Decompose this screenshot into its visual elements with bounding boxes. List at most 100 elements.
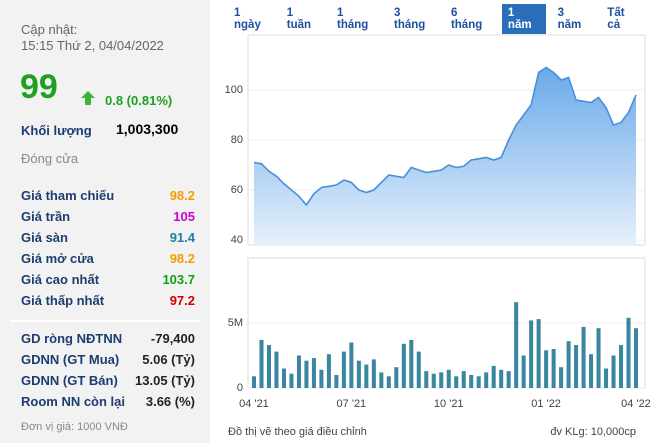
volume-bar [311,358,316,388]
price-change: 0.8 (0.81%) [105,93,173,108]
foreign-value: 13.05 (Tỷ) [135,373,195,388]
y-tick-label: 80 [231,134,243,146]
volume-bar [364,364,369,388]
volume-bar [326,354,331,388]
volume-bar [319,369,324,388]
updated-label: Cập nhật: [21,22,78,37]
volume-bar [566,341,571,388]
stat-value: 91.4 [169,230,195,245]
volume-bar [476,376,481,388]
volume-bar [596,328,601,388]
divider [10,320,200,322]
volume-bar [334,375,339,388]
price-area [254,67,636,245]
volume-bar [454,376,459,388]
volume-bar [589,354,594,388]
stat-label: Giá mở cửa [21,251,94,266]
volume-label: Khối lượng [21,123,92,138]
volume-bar [491,365,496,388]
volume-bar [626,317,631,388]
volume-bar [536,319,541,388]
volume-bar [266,345,272,388]
y-tick-label: 100 [225,84,243,96]
range-tab[interactable]: 1 ngày [234,7,261,31]
range-tab[interactable]: 1 năm [501,4,546,34]
volume-bar [289,373,294,388]
volume-bar [461,371,466,388]
volume-bar [371,359,376,388]
volume-bar [431,373,436,388]
price-line [253,66,637,207]
volume-bar [259,339,264,388]
stat-label: Giá sàn [21,230,68,245]
volume-bar [341,351,346,388]
stat-label: Giá tham chiếu [21,188,115,203]
volume-bar [506,371,511,388]
volume-unit: đv KLg: 10,000cp [550,426,636,438]
volume-bar [446,369,451,388]
stat-label: Giá cao nhất [21,272,100,287]
unit-note: Đơn vị giá: 1000 VNĐ [21,421,128,433]
foreign-value: 5.06 (Tỷ) [142,352,195,367]
range-tab[interactable]: 6 tháng [450,7,483,31]
volume-bar [611,355,616,388]
volume-bar [274,351,279,388]
foreign-value: -79,400 [150,331,195,346]
foreign-label: Room NN còn lại [21,394,126,409]
volume-bar [484,372,489,388]
status: Đóng cửa [21,151,79,166]
range-tab[interactable]: 3 tháng [393,7,426,31]
x-tick-label: 07 '21 [337,398,367,410]
volume-bar [379,372,384,388]
stat-value: 103.7 [162,272,195,287]
volume-bar [356,360,361,388]
stat-value: 98.2 [169,188,195,203]
range-tab[interactable]: 1 tháng [337,7,369,31]
volume-bar [251,376,257,388]
volume-bar [559,367,564,388]
y-tick-label: 5M [228,317,243,329]
volume-bar [544,350,549,388]
volume: 1,003,300 [116,121,179,137]
x-tick-label: 01 '22 [531,398,561,410]
x-tick-label: 10 '21 [434,398,464,410]
stat-value: 105 [173,209,195,224]
foreign-label: GD ròng NĐTNN [21,331,123,346]
foreign-label: GDNN (GT Mua) [21,352,120,367]
volume-bar [499,369,504,388]
updated-time: 15:15 Thứ 2, 04/04/2022 [21,38,164,53]
volume-bar [304,360,309,388]
range-tab[interactable]: Tất cả [607,7,625,31]
stat-value: 98.2 [169,251,195,266]
volume-bar [521,355,526,388]
x-tick-label: 04 '22 [621,398,651,410]
volume-bar [401,343,406,388]
y-tick-label: 40 [231,234,243,246]
volume-bar [409,339,414,388]
volume-bar [296,355,301,388]
foreign-value: 3.66 (%) [145,394,195,409]
volume-bar [469,375,474,388]
volume-bar [633,328,639,388]
stat-value: 97.2 [169,293,195,308]
range-tab[interactable]: 3 năm [557,7,582,31]
volume-bar [416,351,421,388]
stat-label: Giá thấp nhất [21,293,105,308]
range-tabs: 1 ngày 1 tuần 1 tháng 3 tháng 6 tháng 1 năm 3 … [228,4,651,34]
stat-label: Giá trần [21,209,71,224]
volume-bar [386,376,391,388]
volume-bar [349,342,354,388]
volume-bar [514,302,519,388]
foreign-label: GDNN (GT Bán) [21,373,118,388]
y-tick-label: 0 [237,382,243,394]
price: 99 [20,68,58,106]
volume-bar [281,368,286,388]
volume-bar [439,372,444,388]
volume-bar [581,326,586,388]
range-tab[interactable]: 1 tuần [286,7,312,31]
x-tick-label: 04 '21 [239,398,269,410]
volume-bar [618,345,624,388]
info-panel: Cập nhật: 15:15 Thứ 2, 04/04/2022 99 0.8… [0,0,210,443]
